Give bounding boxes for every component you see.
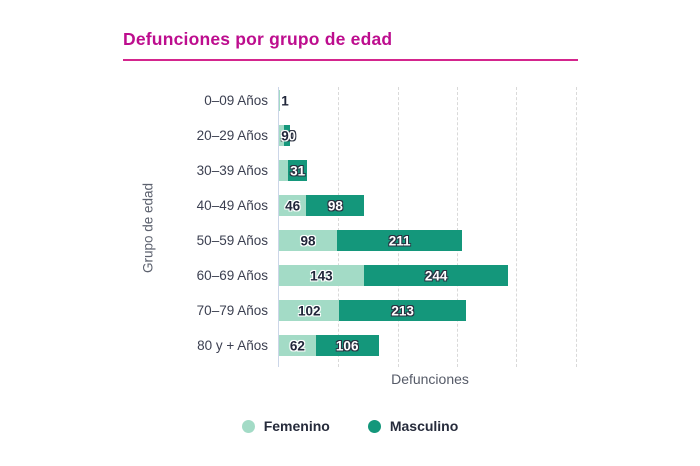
bar-row: 106 62 xyxy=(279,335,581,356)
bar-value-label-masculino: 211 xyxy=(388,233,411,248)
bar-value-label-masculino: 10 xyxy=(280,128,296,143)
bar-segment-masculino[interactable] xyxy=(306,195,365,216)
bar-segment-femenino[interactable] xyxy=(279,300,340,321)
bar-row: 10 9 xyxy=(279,125,581,146)
y-tick-label: 50–59 Años xyxy=(196,233,268,248)
legend: Femenino Masculino xyxy=(0,413,700,439)
y-tick-label: 70–79 Años xyxy=(196,303,268,318)
bar-segment-masculino[interactable] xyxy=(315,335,379,356)
bar-value-label-femenino: 143 xyxy=(310,268,333,283)
y-tick-label: 20–29 Años xyxy=(196,128,268,143)
gridline-x-100 xyxy=(338,87,340,367)
legend-swatch-icon xyxy=(367,419,381,433)
bar-row: 244 143 xyxy=(279,265,581,286)
y-tick-label: 30–39 Años xyxy=(196,163,268,178)
y-tick-label: 60–69 Años xyxy=(196,268,268,283)
bar-value-label-femenino: 102 xyxy=(297,303,321,318)
x-axis-title: Defunciones xyxy=(391,371,469,387)
legend-item-femenino[interactable]: Femenino xyxy=(241,418,330,434)
y-axis-ticks: 0–09 Años 20–29 Años 30–39 Años 40–49 Años 5… xyxy=(0,87,268,367)
bar-segment-femenino[interactable] xyxy=(279,195,307,216)
bar-value-label-masculino: 31 xyxy=(290,163,306,178)
bar-segment-femenino[interactable] xyxy=(279,160,289,181)
bar-row: 213 102 xyxy=(279,300,581,321)
gridline-x-300 xyxy=(456,87,458,367)
bar-segment-femenino[interactable] xyxy=(279,230,338,251)
bar-value-label-masculino: 213 xyxy=(391,303,414,318)
bar-segment-masculino[interactable] xyxy=(288,160,307,181)
bar-value-label-femenino: 1 xyxy=(281,93,289,108)
legend-swatch-icon xyxy=(241,419,255,433)
bar-segment-femenino[interactable] xyxy=(279,90,280,111)
legend-item-masculino[interactable]: Masculino xyxy=(367,418,459,434)
bar-value-label-masculino: 106 xyxy=(335,338,359,353)
y-tick-label: 40–49 Años xyxy=(196,198,268,213)
bar-segment-masculino[interactable] xyxy=(337,230,463,251)
bar-segment-femenino[interactable] xyxy=(279,265,364,286)
y-tick-label: 80 y + Años xyxy=(197,338,268,353)
legend-label: Femenino xyxy=(263,418,330,434)
gridline-x-500 xyxy=(575,87,577,367)
bar-row: 1 xyxy=(279,90,581,111)
bar-segment-masculino[interactable] xyxy=(339,300,466,321)
bar-segment-femenino[interactable] xyxy=(279,335,316,356)
bar-value-label-femenino: 62 xyxy=(289,338,305,353)
bar-row: 31 xyxy=(279,160,581,181)
y-tick-label: 0–09 Años xyxy=(204,93,268,108)
gridline-x-400 xyxy=(516,87,518,367)
gridline-x-200 xyxy=(397,87,399,367)
plot-area: 1 10 9 31 98 46 211 98 244 143 213 102 106 62 xyxy=(278,87,581,367)
bar-segment-femenino[interactable] xyxy=(279,125,285,146)
bar-value-label-femenino: 9 xyxy=(281,128,289,143)
bar-value-label-masculino: 244 xyxy=(424,268,448,283)
title-underline xyxy=(123,59,578,61)
bar-segment-masculino[interactable] xyxy=(284,125,291,146)
bar-value-label-femenino: 46 xyxy=(285,198,301,213)
bar-row: 98 46 xyxy=(279,195,581,216)
bar-value-label-femenino: 98 xyxy=(300,233,316,248)
bar-segment-masculino[interactable] xyxy=(363,265,509,286)
legend-label: Masculino xyxy=(389,418,459,434)
bar-value-label-masculino: 98 xyxy=(327,198,343,213)
chart-title: Defunciones por grupo de edad xyxy=(123,29,393,49)
bar-row: 211 98 xyxy=(279,230,581,251)
